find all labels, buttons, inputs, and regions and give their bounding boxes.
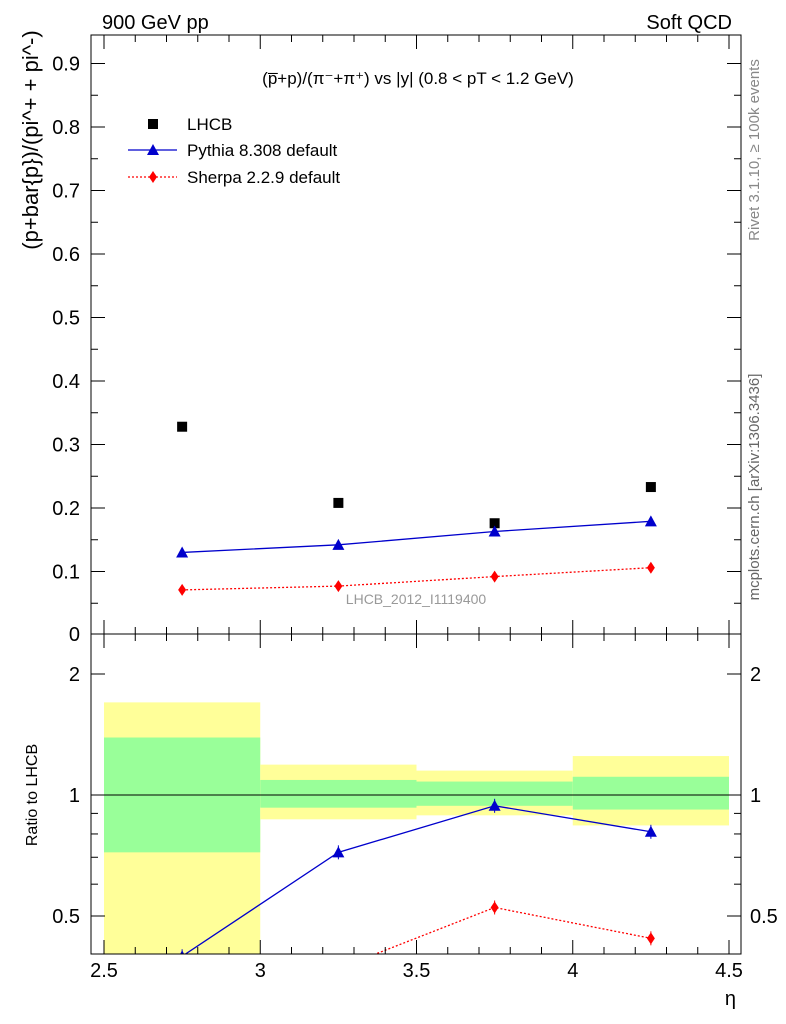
legend-entry: Sherpa 2.2.9 default bbox=[128, 168, 340, 187]
ratio-point bbox=[334, 963, 342, 975]
y-tick-label: 0.3 bbox=[52, 435, 80, 457]
y-tick-label: 0.9 bbox=[52, 54, 80, 76]
data-point bbox=[644, 515, 657, 527]
series-1 bbox=[176, 515, 657, 558]
x-tick-label: 2.5 bbox=[90, 960, 118, 982]
x-tick-label: 4.5 bbox=[715, 960, 743, 982]
x-tick-label: 4 bbox=[567, 960, 578, 982]
y-tick-label: 0.2 bbox=[52, 498, 80, 520]
main-panel: 0.1 0.2 0.3 0.4 0.5 0.6 0.7 0.8 0.9 0 (p+bar{p})/(… bbox=[18, 30, 742, 646]
series-line bbox=[182, 520, 651, 554]
ratio-series-0 bbox=[180, 798, 657, 954]
header-right: Soft QCD bbox=[646, 12, 732, 34]
legend-label: LHCB bbox=[187, 115, 232, 134]
data-point bbox=[489, 518, 500, 529]
y-tick-label: 0.4 bbox=[52, 371, 80, 393]
data-point bbox=[334, 580, 343, 593]
data-point bbox=[646, 561, 655, 574]
ratio-y-axis-label: Ratio to LHCB bbox=[24, 744, 41, 846]
ratio-point bbox=[644, 825, 657, 837]
y-axis-label: (p+bar{p})/(pi^+ + pi^-) bbox=[18, 30, 43, 249]
ratio-y-tick-label-left: 2 bbox=[69, 664, 80, 686]
data-point bbox=[645, 482, 656, 493]
x-axis-label: η bbox=[725, 988, 736, 1010]
ratio-point bbox=[488, 799, 501, 811]
header-left: 900 GeV pp bbox=[102, 12, 209, 34]
series-0 bbox=[177, 421, 656, 529]
mcplots-label: mcplots.cern.ch [arXiv:1306.3436] bbox=[746, 374, 763, 601]
series-line bbox=[182, 567, 651, 591]
y-tick-label: 0.5 bbox=[52, 308, 80, 330]
ratio-y-tick-label-right: 0.5 bbox=[750, 906, 778, 928]
legend-marker bbox=[147, 144, 159, 155]
ratio-y-tick-label-right: 1 bbox=[750, 785, 761, 807]
y-tick-label: 0.7 bbox=[52, 181, 80, 203]
ratio-point bbox=[180, 950, 185, 954]
data-point bbox=[177, 421, 188, 432]
analysis-watermark: LHCB_2012_I1119400 bbox=[346, 591, 487, 607]
legend-entry: Pythia 8.308 default bbox=[128, 141, 338, 160]
data-point bbox=[332, 538, 345, 550]
legend-marker bbox=[148, 119, 158, 129]
data-point bbox=[488, 525, 501, 537]
data-point bbox=[176, 546, 189, 558]
uncertainty-band-inner bbox=[260, 779, 417, 808]
legend-entry: LHCB bbox=[148, 115, 232, 134]
legend-label: Sherpa 2.2.9 default bbox=[187, 168, 340, 187]
ratio-panel: 0.5 0.5 1 1 2 2 2.5 3 3.5 4 4.5 η Ratio to LHCB bbox=[24, 633, 778, 1010]
chart-title: (p̅+p)/(π⁻+π⁺) vs |y| (0.8 < pT < 1.2 Ge… bbox=[262, 69, 574, 88]
data-point bbox=[178, 583, 187, 596]
legend-marker bbox=[149, 171, 157, 183]
ratio-point bbox=[646, 932, 655, 945]
ratio-y-tick-label-right: 2 bbox=[750, 664, 761, 686]
x-tick-label: 3 bbox=[255, 960, 266, 982]
uncertainty-band-inner bbox=[572, 776, 729, 810]
ratio-line bbox=[184, 805, 651, 954]
y-tick-label-zero: 0 bbox=[69, 624, 80, 646]
ratio-y-tick-label-left: 1 bbox=[69, 785, 80, 807]
ratio-series-1 bbox=[334, 900, 655, 975]
rivet-label: Rivet 3.1.10, ≥ 100k events bbox=[746, 59, 763, 241]
y-tick-label: 0.1 bbox=[52, 562, 80, 584]
series-2 bbox=[178, 561, 655, 596]
ratio-point bbox=[332, 846, 345, 858]
legend-label: Pythia 8.308 default bbox=[187, 141, 338, 160]
y-tick-label: 0.8 bbox=[52, 117, 80, 139]
x-tick-label: 3.5 bbox=[403, 960, 431, 982]
y-tick-label: 0.6 bbox=[52, 244, 80, 266]
ratio-point bbox=[490, 901, 499, 914]
legend: LHCB Pythia 8.308 default Sherpa 2.2.9 def… bbox=[128, 115, 340, 187]
data-point bbox=[333, 497, 344, 508]
data-point bbox=[490, 570, 499, 583]
ratio-line bbox=[373, 906, 652, 954]
ratio-inner bbox=[91, 702, 741, 975]
ratio-y-tick-label-left: 0.5 bbox=[52, 906, 80, 928]
